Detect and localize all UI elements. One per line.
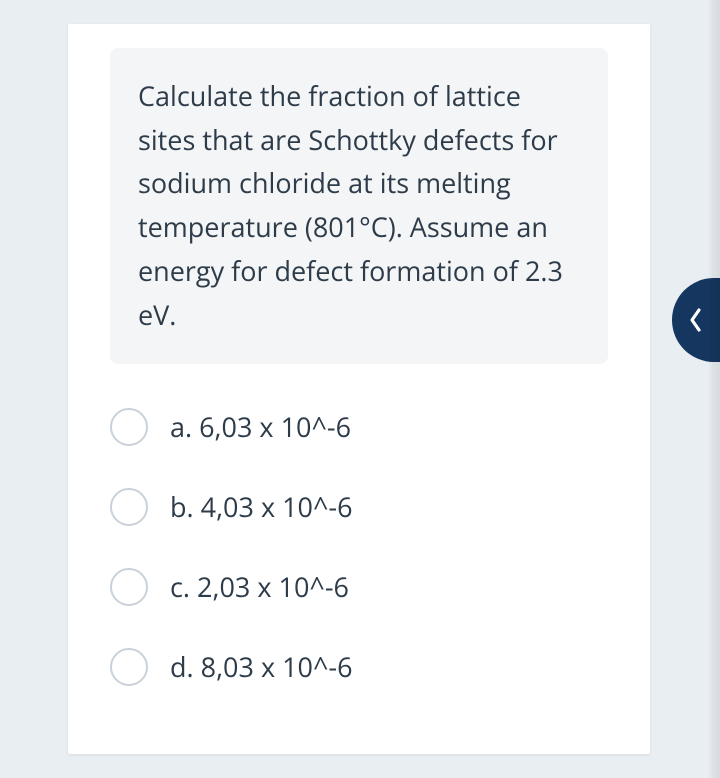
page-root: Calculate the fraction of lattice sites … xyxy=(0,0,720,778)
radio-icon xyxy=(110,408,148,446)
chevron-left-icon xyxy=(687,306,705,334)
radio-icon xyxy=(110,568,148,606)
options-list: a. 6,03 x 10^-6 b. 4,03 x 10^-6 c. 2,03 … xyxy=(110,408,608,686)
option-label: a. 6,03 x 10^-6 xyxy=(170,411,351,443)
option-b[interactable]: b. 4,03 x 10^-6 xyxy=(110,488,608,526)
question-box: Calculate the fraction of lattice sites … xyxy=(110,48,608,364)
option-a[interactable]: a. 6,03 x 10^-6 xyxy=(110,408,608,446)
radio-icon xyxy=(110,648,148,686)
option-label: c. 2,03 x 10^-6 xyxy=(170,571,349,603)
question-card: Calculate the fraction of lattice sites … xyxy=(68,24,650,754)
right-edge-shadow xyxy=(708,0,720,778)
option-label: b. 4,03 x 10^-6 xyxy=(170,491,353,523)
question-text: Calculate the fraction of lattice sites … xyxy=(138,74,580,336)
option-d[interactable]: d. 8,03 x 10^-6 xyxy=(110,648,608,686)
radio-icon xyxy=(110,488,148,526)
option-label: d. 8,03 x 10^-6 xyxy=(170,651,353,683)
option-c[interactable]: c. 2,03 x 10^-6 xyxy=(110,568,608,606)
side-tab-button[interactable] xyxy=(672,278,720,362)
